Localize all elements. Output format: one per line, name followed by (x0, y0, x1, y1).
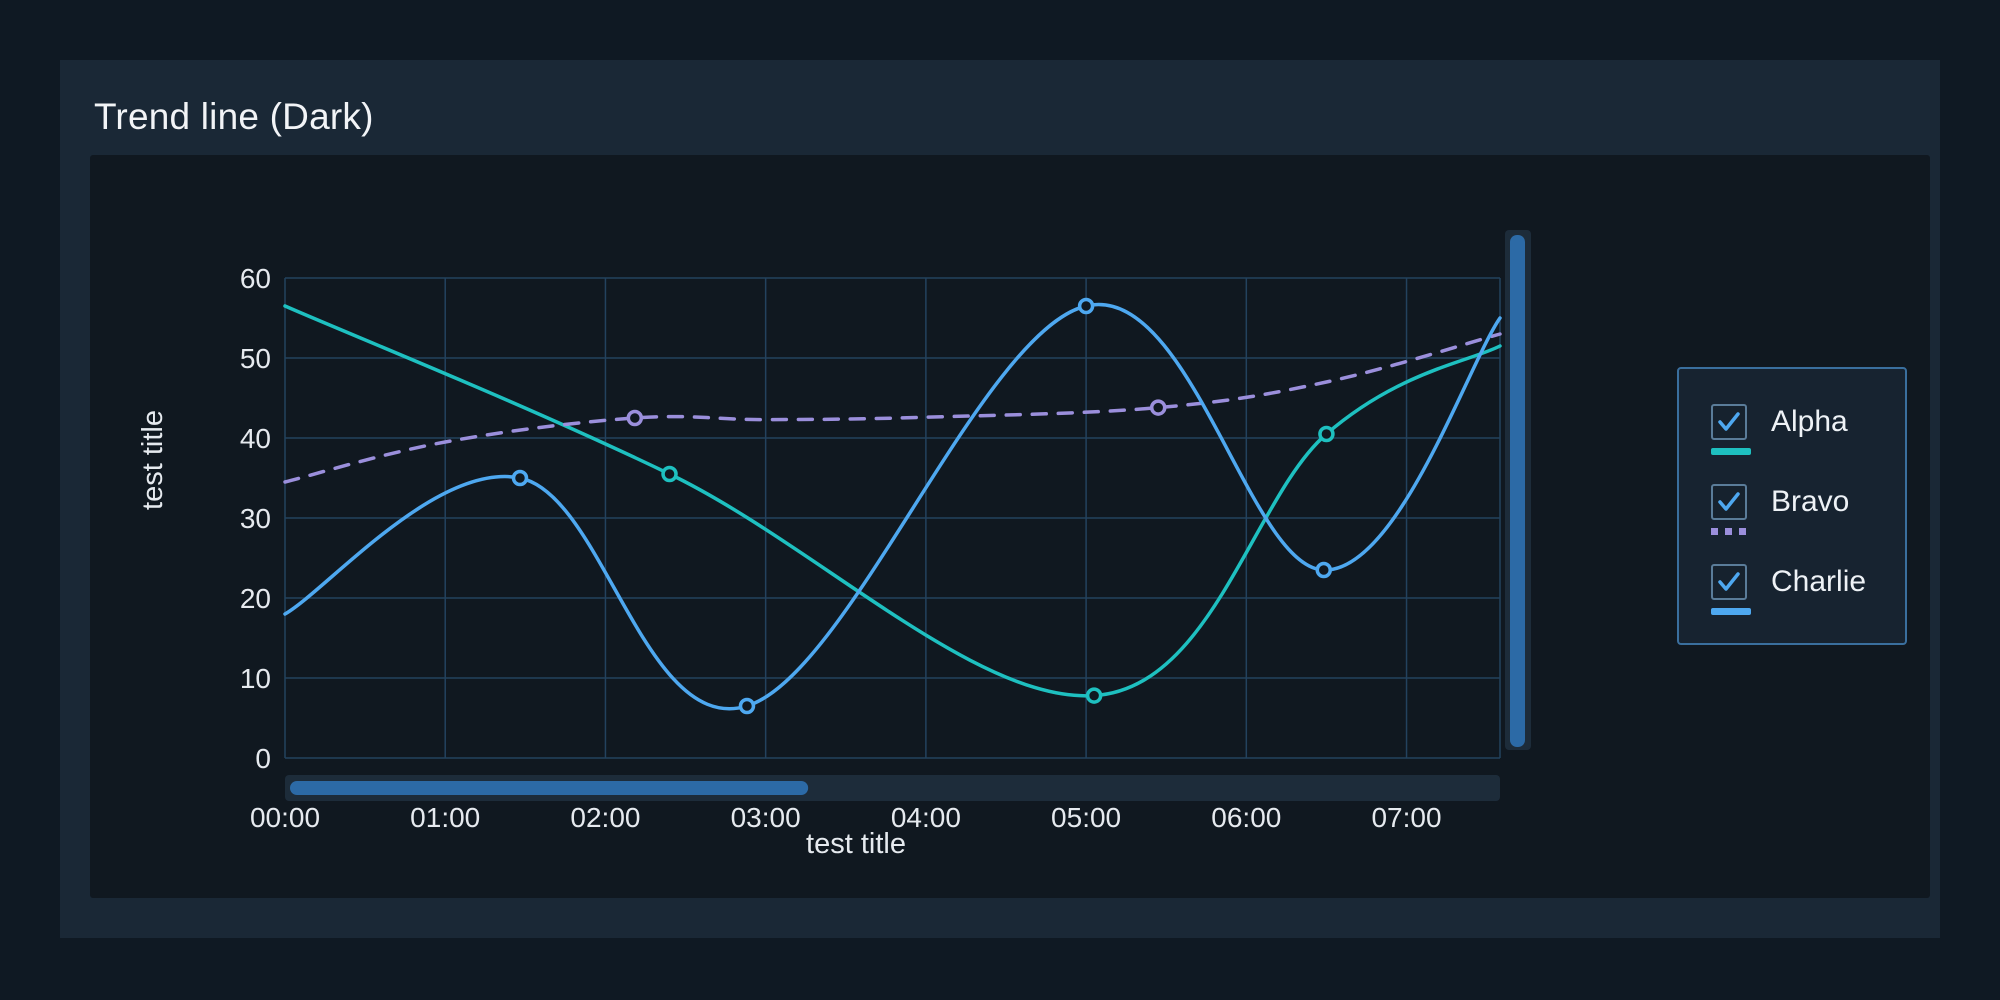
vertical-scrollbar-thumb[interactable] (1510, 235, 1525, 747)
x-axis-ticks: 00:00 01:00 02:00 03:00 04:00 05:00 06:00 07:00 (250, 802, 1442, 833)
data-point-charlie[interactable] (738, 697, 756, 715)
legend-item-bravo[interactable]: Bravo (1711, 484, 1901, 546)
grid (284, 277, 1501, 759)
data-point-bravo[interactable] (626, 409, 644, 427)
legend-swatch-bravo (1711, 528, 1751, 535)
series-line-alpha (283, 304, 1502, 698)
y-tick-label: 20 (240, 583, 271, 614)
data-point-bravo[interactable] (1149, 399, 1167, 416)
y-tick-label: 10 (240, 663, 271, 694)
legend: Alpha Bravo Charlie (1677, 367, 1907, 645)
y-axis-ticks: 0 10 20 30 40 50 60 (240, 263, 271, 774)
data-point-alpha[interactable] (1318, 425, 1335, 443)
x-tick-label: 03:00 (731, 802, 801, 833)
series-lines (283, 302, 1502, 711)
legend-item-charlie[interactable]: Charlie (1711, 564, 1901, 626)
chart-title: Trend line (Dark) (94, 96, 374, 137)
series-markers (511, 297, 1335, 715)
horizontal-scrollbar-thumb[interactable] (290, 781, 809, 795)
legend-swatch-charlie (1711, 608, 1751, 615)
x-tick-label: 05:00 (1051, 802, 1121, 833)
legend-label-charlie: Charlie (1771, 565, 1867, 598)
data-point-charlie[interactable] (1315, 561, 1333, 579)
series-line-bravo (283, 332, 1502, 484)
x-tick-label: 00:00 (250, 802, 320, 833)
series-line-charlie (283, 302, 1502, 711)
y-tick-label: 30 (240, 503, 271, 534)
x-tick-label: 04:00 (891, 802, 961, 833)
x-axis-title: test title (806, 828, 906, 860)
legend-checkbox-alpha[interactable] (1711, 404, 1747, 440)
legend-checkbox-bravo[interactable] (1711, 484, 1747, 520)
x-tick-label: 06:00 (1211, 802, 1281, 833)
legend-checkbox-charlie[interactable] (1711, 564, 1747, 600)
legend-label-bravo: Bravo (1771, 485, 1850, 518)
data-point-alpha[interactable] (1085, 687, 1103, 704)
y-tick-label: 0 (255, 743, 271, 774)
checkmark-icon (1718, 572, 1740, 591)
data-point-charlie[interactable] (1077, 297, 1095, 315)
data-point-alpha[interactable] (661, 465, 678, 483)
x-tick-label: 01:00 (410, 802, 480, 833)
legend-item-alpha[interactable]: Alpha (1711, 404, 1901, 466)
y-axis-title: test title (137, 410, 169, 510)
data-point-charlie[interactable] (511, 469, 529, 487)
x-tick-label: 02:00 (570, 802, 640, 833)
y-tick-label: 60 (240, 263, 271, 294)
legend-swatch-alpha (1711, 448, 1751, 455)
y-tick-label: 40 (240, 423, 271, 454)
y-tick-label: 50 (240, 343, 271, 374)
legend-label-alpha: Alpha (1771, 405, 1848, 438)
checkmark-icon (1718, 492, 1740, 511)
checkmark-icon (1718, 412, 1740, 431)
x-tick-label: 07:00 (1371, 802, 1441, 833)
chart-card: Trend line (Dark) 0 10 20 30 40 50 60 00:00 01:… (60, 60, 1940, 938)
plot-panel: 0 10 20 30 40 50 60 00:00 01:00 02:00 03:00 04:00 0… (90, 155, 1930, 898)
